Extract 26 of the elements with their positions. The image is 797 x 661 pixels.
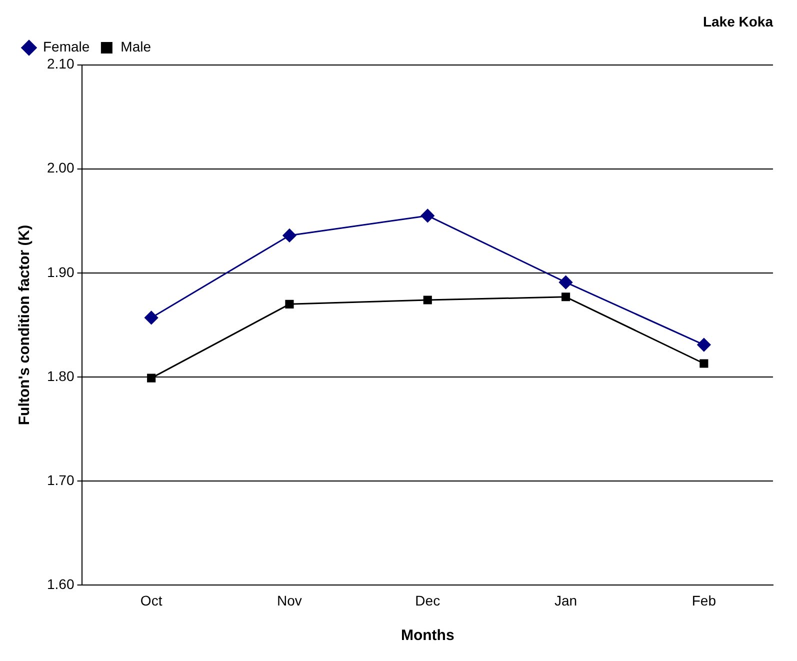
x-tick-label: Nov — [277, 592, 302, 608]
x-tick-label: Jan — [554, 592, 578, 608]
point — [147, 374, 156, 382]
point — [420, 208, 434, 222]
x-tick-label: Dec — [415, 592, 440, 608]
point — [144, 310, 158, 324]
chart-title: Lake Koka — [702, 13, 774, 30]
y-tick-label: 1.80 — [47, 368, 74, 384]
y-tick-label: 1.70 — [47, 472, 74, 488]
y-tick-label: 1.60 — [47, 576, 74, 592]
point — [285, 300, 294, 308]
point — [423, 296, 432, 304]
x-tick-label: Oct — [140, 592, 162, 608]
y-tick-label: 2.00 — [47, 160, 74, 176]
legend-label: Female — [43, 38, 90, 55]
y-tick-label: 1.90 — [47, 264, 74, 280]
x-tick-label: Feb — [692, 592, 716, 608]
point — [697, 338, 711, 352]
point — [561, 292, 570, 302]
x-axis-title: Months — [400, 627, 454, 644]
y-tick-label: 2.10 — [47, 56, 74, 72]
point — [282, 228, 296, 242]
point — [559, 276, 573, 290]
y-axis-title: Fulton's condition factor (K) — [16, 224, 34, 426]
legend-label: Male — [120, 38, 152, 55]
point — [700, 359, 708, 368]
